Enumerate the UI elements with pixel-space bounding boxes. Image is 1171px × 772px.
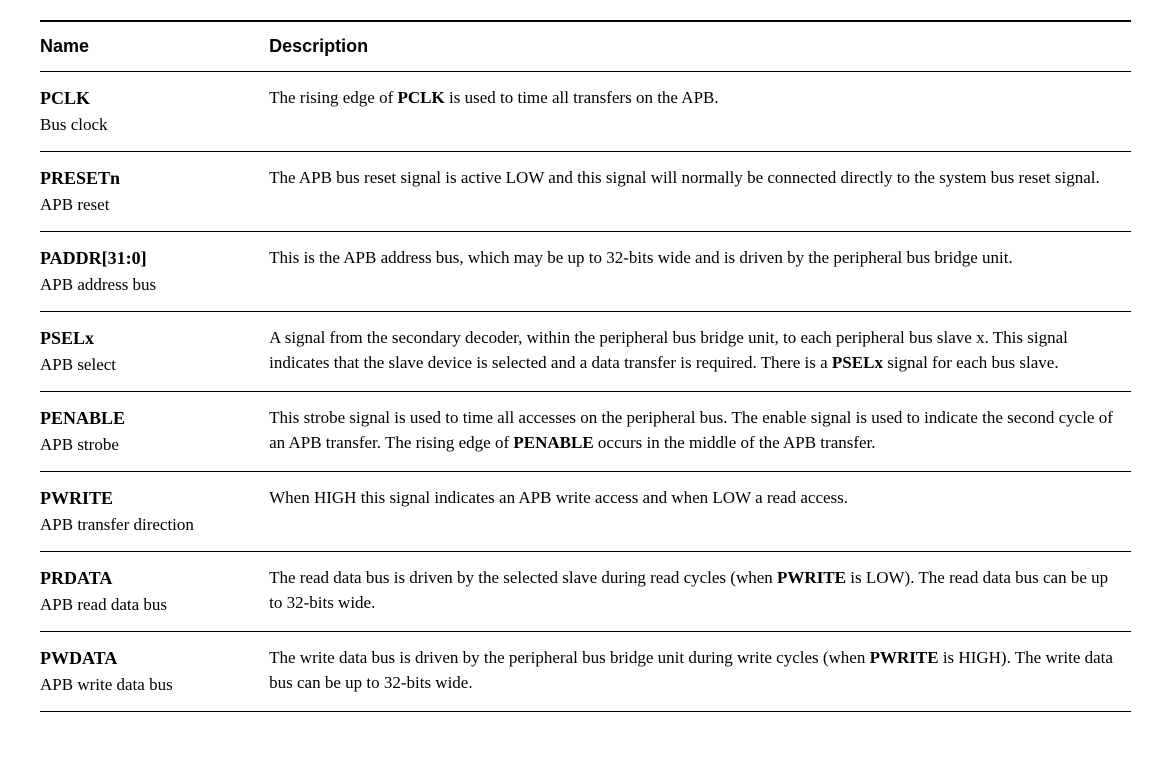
signal-name: PWDATA <box>40 646 261 671</box>
text-span: The rising edge of <box>269 88 397 107</box>
signal-cell: PRESETnAPB reset <box>40 152 269 232</box>
signal-description: The APB bus reset signal is active LOW a… <box>269 166 1123 191</box>
signal-name: PENABLE <box>40 406 261 431</box>
signal-name: PWRITE <box>40 486 261 511</box>
signal-cell: PRDATAAPB read data bus <box>40 552 269 632</box>
table-row: PENABLEAPB strobeThis strobe signal is u… <box>40 392 1131 472</box>
description-cell: The read data bus is driven by the selec… <box>269 552 1131 632</box>
table-row: PWDATAAPB write data busThe write data b… <box>40 632 1131 712</box>
table-row: PADDR[31:0]APB address busThis is the AP… <box>40 232 1131 312</box>
text-span: The read data bus is driven by the selec… <box>269 568 777 587</box>
description-cell: This is the APB address bus, which may b… <box>269 232 1131 312</box>
signal-subtitle: APB read data bus <box>40 593 261 617</box>
bold-term: PSELx <box>832 353 883 372</box>
description-cell: A signal from the secondary decoder, wit… <box>269 312 1131 392</box>
bold-term: PWRITE <box>870 648 939 667</box>
signal-description: This is the APB address bus, which may b… <box>269 246 1123 271</box>
signal-cell: PSELxAPB select <box>40 312 269 392</box>
signal-cell: PCLKBus clock <box>40 72 269 152</box>
bold-term: PWRITE <box>777 568 846 587</box>
table-row: PWRITEAPB transfer directionWhen HIGH th… <box>40 472 1131 552</box>
table-row: PSELxAPB selectA signal from the seconda… <box>40 312 1131 392</box>
signal-cell: PENABLEAPB strobe <box>40 392 269 472</box>
signal-description: A signal from the secondary decoder, wit… <box>269 326 1123 375</box>
column-header-description: Description <box>269 21 1131 72</box>
column-header-name: Name <box>40 21 269 72</box>
table-row: PRDATAAPB read data busThe read data bus… <box>40 552 1131 632</box>
text-span: is used to time all transfers on the APB… <box>445 88 719 107</box>
signal-subtitle: APB select <box>40 353 261 377</box>
text-span: The write data bus is driven by the peri… <box>269 648 870 667</box>
description-cell: This strobe signal is used to time all a… <box>269 392 1131 472</box>
signal-subtitle: Bus clock <box>40 113 261 137</box>
text-span: This is the APB address bus, which may b… <box>269 248 1013 267</box>
signal-subtitle: APB address bus <box>40 273 261 297</box>
signal-description: The read data bus is driven by the selec… <box>269 566 1123 615</box>
signals-table: Name Description PCLKBus clockThe rising… <box>40 20 1131 712</box>
description-cell: The APB bus reset signal is active LOW a… <box>269 152 1131 232</box>
table-body: PCLKBus clockThe rising edge of PCLK is … <box>40 72 1131 712</box>
signal-description: The write data bus is driven by the peri… <box>269 646 1123 695</box>
signal-subtitle: APB reset <box>40 193 261 217</box>
signal-description: When HIGH this signal indicates an APB w… <box>269 486 1123 511</box>
signal-cell: PWRITEAPB transfer direction <box>40 472 269 552</box>
signal-subtitle: APB transfer direction <box>40 513 261 537</box>
signal-subtitle: APB strobe <box>40 433 261 457</box>
description-cell: The write data bus is driven by the peri… <box>269 632 1131 712</box>
signal-name: PCLK <box>40 86 261 111</box>
text-span: The APB bus reset signal is active LOW a… <box>269 168 1100 187</box>
signal-name: PSELx <box>40 326 261 351</box>
bold-term: PENABLE <box>513 433 593 452</box>
text-span: signal for each bus slave. <box>883 353 1059 372</box>
signal-subtitle: APB write data bus <box>40 673 261 697</box>
signal-name: PRDATA <box>40 566 261 591</box>
description-cell: When HIGH this signal indicates an APB w… <box>269 472 1131 552</box>
signal-description: The rising edge of PCLK is used to time … <box>269 86 1123 111</box>
signal-name: PRESETn <box>40 166 261 191</box>
signal-cell: PWDATAAPB write data bus <box>40 632 269 712</box>
bold-term: PCLK <box>398 88 445 107</box>
signal-name: PADDR[31:0] <box>40 246 261 271</box>
text-span: occurs in the middle of the APB transfer… <box>594 433 876 452</box>
table-header-row: Name Description <box>40 21 1131 72</box>
text-span: When HIGH this signal indicates an APB w… <box>269 488 848 507</box>
table-row: PCLKBus clockThe rising edge of PCLK is … <box>40 72 1131 152</box>
signal-description: This strobe signal is used to time all a… <box>269 406 1123 455</box>
table-row: PRESETnAPB resetThe APB bus reset signal… <box>40 152 1131 232</box>
description-cell: The rising edge of PCLK is used to time … <box>269 72 1131 152</box>
signal-cell: PADDR[31:0]APB address bus <box>40 232 269 312</box>
